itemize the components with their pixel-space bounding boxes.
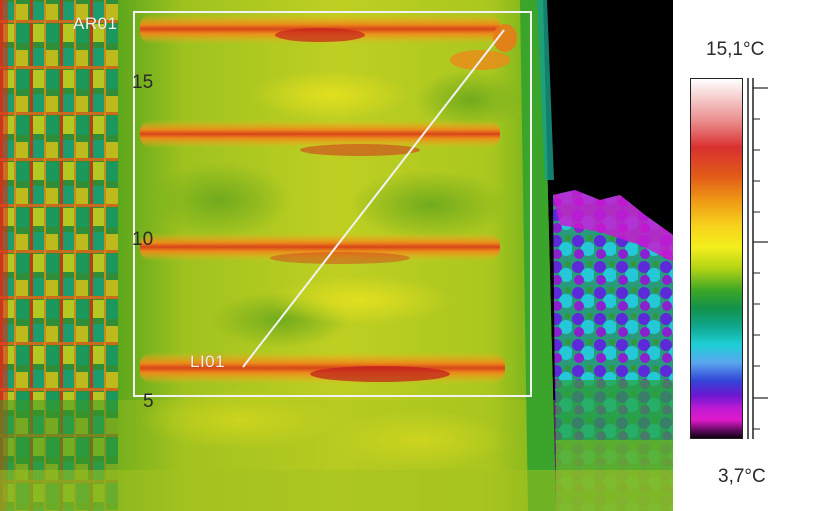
area-label: AR01 (73, 14, 118, 33)
scale-tick-label: 10 (132, 229, 154, 250)
thermal-image: AR01 LI01 (0, 0, 673, 511)
min-temperature-label: 3,7°C (718, 466, 766, 487)
thermal-scene (0, 0, 673, 511)
color-scale-bar (690, 78, 743, 439)
scale-ruler (747, 78, 768, 439)
analysis-area-box[interactable] (133, 11, 532, 397)
max-temperature-label: 15,1°C (706, 39, 765, 60)
temperature-scale-panel: 15,1°C 3,7°C (673, 0, 827, 511)
scale-tick-label: 15 (132, 72, 154, 93)
scale-tick-label: 5 (143, 391, 154, 412)
analysis-line[interactable] (242, 29, 505, 368)
line-label: LI01 (190, 352, 226, 371)
